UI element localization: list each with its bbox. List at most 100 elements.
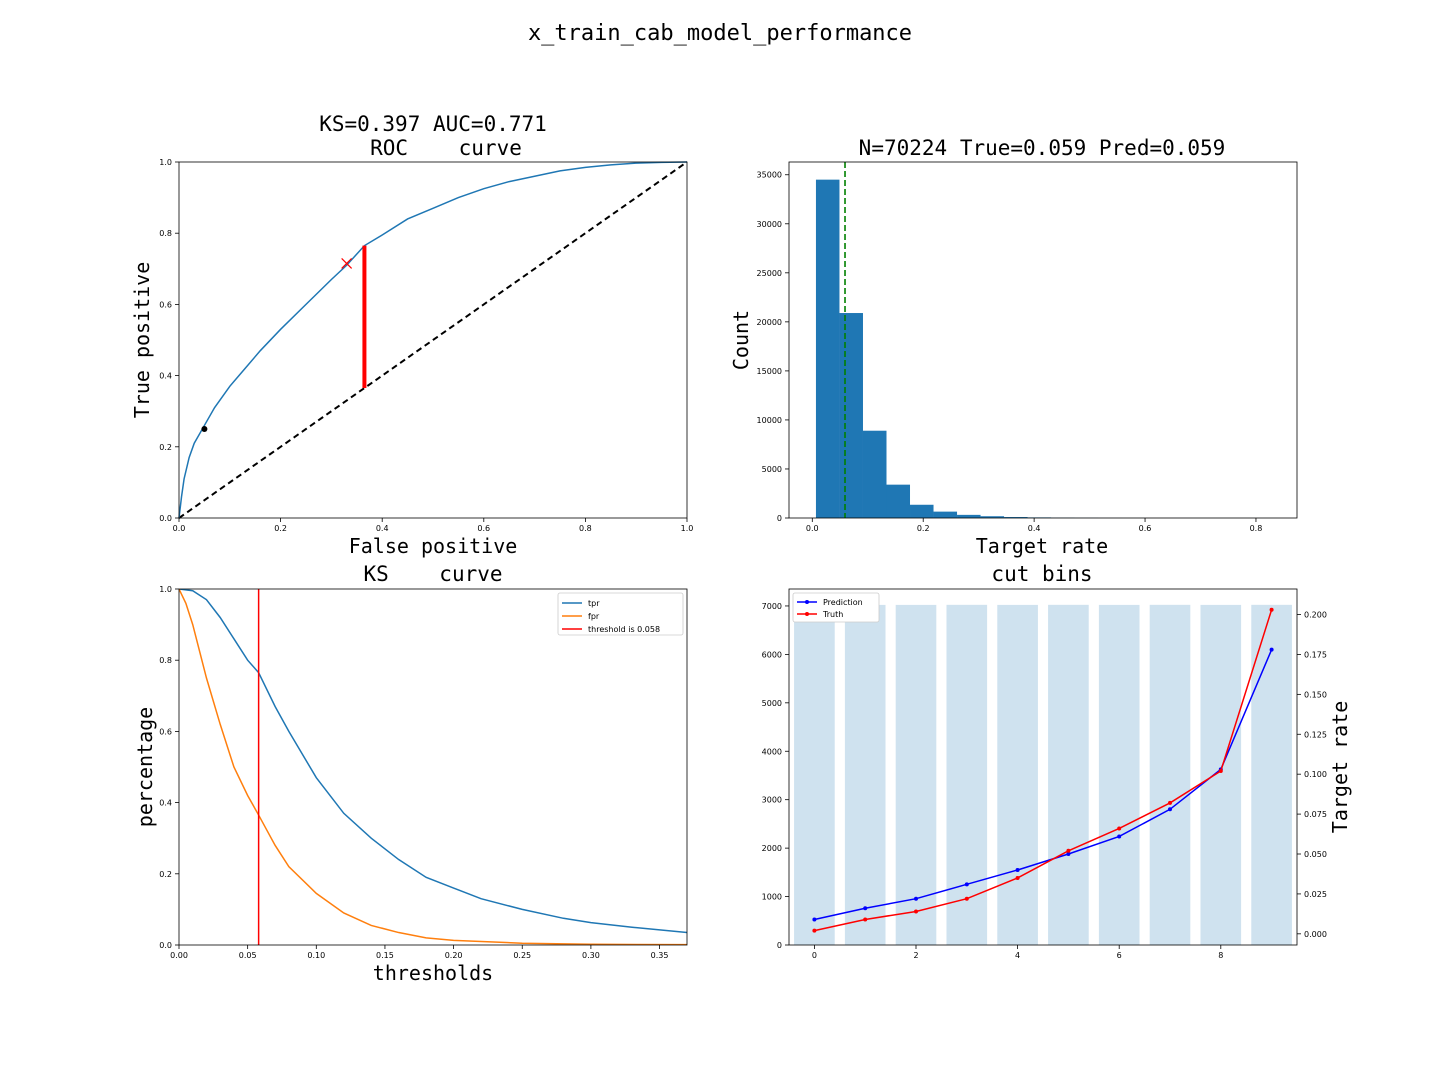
ks-title: KS curve: [363, 562, 502, 586]
hist-bar: [980, 516, 1005, 518]
hist-ytick-label: 25000: [757, 269, 782, 278]
cutbins-truth-point: [914, 909, 918, 914]
roc-axes-frame: [178, 161, 688, 519]
hist-xtick-label: 0.0: [806, 524, 819, 533]
hist-ytick-label: 30000: [757, 220, 782, 229]
target-rate-histogram-panel: N=70224 True=0.059 Pred=0.059 Target rat…: [729, 136, 1298, 558]
cutbins-count-bar: [946, 604, 988, 945]
roc-curve-line: [178, 161, 688, 519]
hist-axes-frame: [788, 161, 1298, 519]
cutbins-count-bar: [1048, 604, 1089, 945]
hist-ytick-label: 20000: [757, 318, 782, 327]
cutbins-prediction-point: [1015, 867, 1020, 872]
cutbins-right-ytick-label: 0.000: [1304, 930, 1327, 939]
hist-bar: [910, 504, 934, 518]
cutbins-ytick-label: 2000: [762, 844, 782, 853]
ks-plot-area: [179, 589, 687, 945]
cutbins-truth-line: [814, 609, 1273, 932]
roc-ytick-label: 1.0: [159, 158, 172, 167]
cutbins-legend: Prediction Truth: [792, 592, 880, 623]
hist-ytick-label: 0: [777, 514, 782, 523]
cutbins-legend-marker: [805, 600, 809, 604]
cutbins-ytick-label: 5000: [762, 699, 782, 708]
ks-legend-label: fpr: [588, 612, 600, 621]
ks-xtick-label: 0.10: [307, 951, 325, 960]
ks-fpr-line: [179, 589, 687, 945]
hist-bar: [1004, 517, 1028, 518]
ks-xtick-label: 0.30: [582, 951, 600, 960]
ks-legend-box: [557, 592, 684, 636]
roc-xtick-label: 0.2: [274, 524, 287, 533]
cutbins-right-ylabel: Target rate: [1328, 701, 1352, 833]
roc-ytick-label: 0.4: [159, 372, 172, 381]
ks-ytick-label: 0.0: [159, 941, 172, 950]
roc-xlabel: False positive: [349, 534, 518, 558]
hist-ytick-label: 35000: [757, 171, 782, 180]
cutbins-truth-point: [1168, 800, 1172, 805]
cutbins-right-ytick-label: 0.175: [1304, 650, 1327, 659]
hist-bar: [839, 313, 863, 518]
roc-xtick-label: 1.0: [681, 524, 694, 533]
ks-curve-panel: KS curve thresholds percentage 0.00 0.05 0…: [133, 562, 688, 985]
cutbins-prediction-point: [1117, 834, 1122, 839]
cutbins-ytick-label: 1000: [762, 893, 782, 902]
cutbins-truth-point: [863, 917, 868, 922]
roc-curve-panel: KS=0.397 AUC=0.771 ROC curve False posit…: [130, 112, 693, 558]
ks-xlabel: thresholds: [373, 961, 493, 985]
ks-ytick-label: 1.0: [159, 585, 172, 594]
cutbins-ytick-label: 0: [777, 941, 782, 950]
hist-bar: [933, 511, 958, 518]
hist-xtick-label: 0.4: [1028, 524, 1041, 533]
cutbins-right-ytick-label: 0.100: [1304, 770, 1327, 779]
hist-bar: [957, 514, 981, 518]
hist-bar: [815, 179, 840, 518]
ks-ytick-label: 0.6: [159, 727, 172, 736]
ks-ylabel: percentage: [133, 707, 157, 827]
cutbins-prediction-point: [1066, 852, 1071, 857]
cutbins-prediction-line: [814, 649, 1273, 921]
cutbins-prediction-point: [964, 882, 969, 887]
cutbins-count-bar: [895, 604, 937, 945]
ks-legend: tpr fpr threshold is 0.058: [557, 592, 684, 636]
cutbins-xtick-label: 2: [913, 951, 918, 960]
hist-xtick-label: 0.6: [1139, 524, 1152, 533]
cutbins-ytick-label: 3000: [762, 796, 782, 805]
cutbins-truth-point: [1269, 607, 1274, 612]
hist-xlabel: Target rate: [976, 534, 1108, 558]
cutbins-count-bar: [1251, 604, 1292, 945]
cutbins-xtick-label: 8: [1218, 951, 1223, 960]
cutbins-right-ytick-label: 0.150: [1304, 690, 1327, 699]
ks-xtick-label: 0.15: [376, 951, 394, 960]
ks-legend-label: tpr: [588, 599, 600, 608]
ks-tpr-line: [179, 589, 687, 934]
cutbins-truth-point: [1066, 848, 1071, 853]
cutbins-prediction-point: [1168, 807, 1172, 812]
ks-ytick-label: 0.2: [159, 870, 172, 879]
cutbins-prediction-point: [863, 906, 868, 911]
cutbins-count-bar: [844, 604, 886, 945]
ks-ytick-label: 0.4: [159, 799, 172, 808]
roc-ytick-label: 0.0: [159, 514, 172, 523]
ks-xtick-label: 0.20: [445, 951, 463, 960]
cutbins-right-ytick-label: 0.200: [1304, 611, 1327, 620]
cutbins-ytick-label: 7000: [762, 602, 782, 611]
cutbins-count-bar: [1149, 604, 1191, 945]
roc-xtick-label: 0.8: [579, 524, 592, 533]
hist-xtick-label: 0.2: [917, 524, 930, 533]
cutbins-count-bar: [1200, 604, 1242, 945]
cutbins-prediction-point: [812, 917, 817, 922]
cutbins-legend-label: Prediction: [823, 598, 863, 607]
hist-ylabel: Count: [729, 310, 753, 370]
hist-ytick-label: 10000: [757, 416, 782, 425]
cutbins-right-ytick-label: 0.050: [1304, 850, 1327, 859]
roc-cross-marker-b: [341, 258, 353, 269]
ks-axes-frame: [178, 588, 688, 946]
ks-xtick-label: 0.05: [239, 951, 257, 960]
roc-title-line-1: KS=0.397 AUC=0.771: [319, 112, 547, 136]
cutbins-prediction-point: [1269, 647, 1274, 652]
cutbins-truth-point: [1117, 826, 1122, 831]
roc-ylabel: True positive: [130, 262, 154, 419]
roc-xtick-label: 0.0: [173, 524, 186, 533]
roc-random-diagonal-line: [178, 161, 688, 519]
